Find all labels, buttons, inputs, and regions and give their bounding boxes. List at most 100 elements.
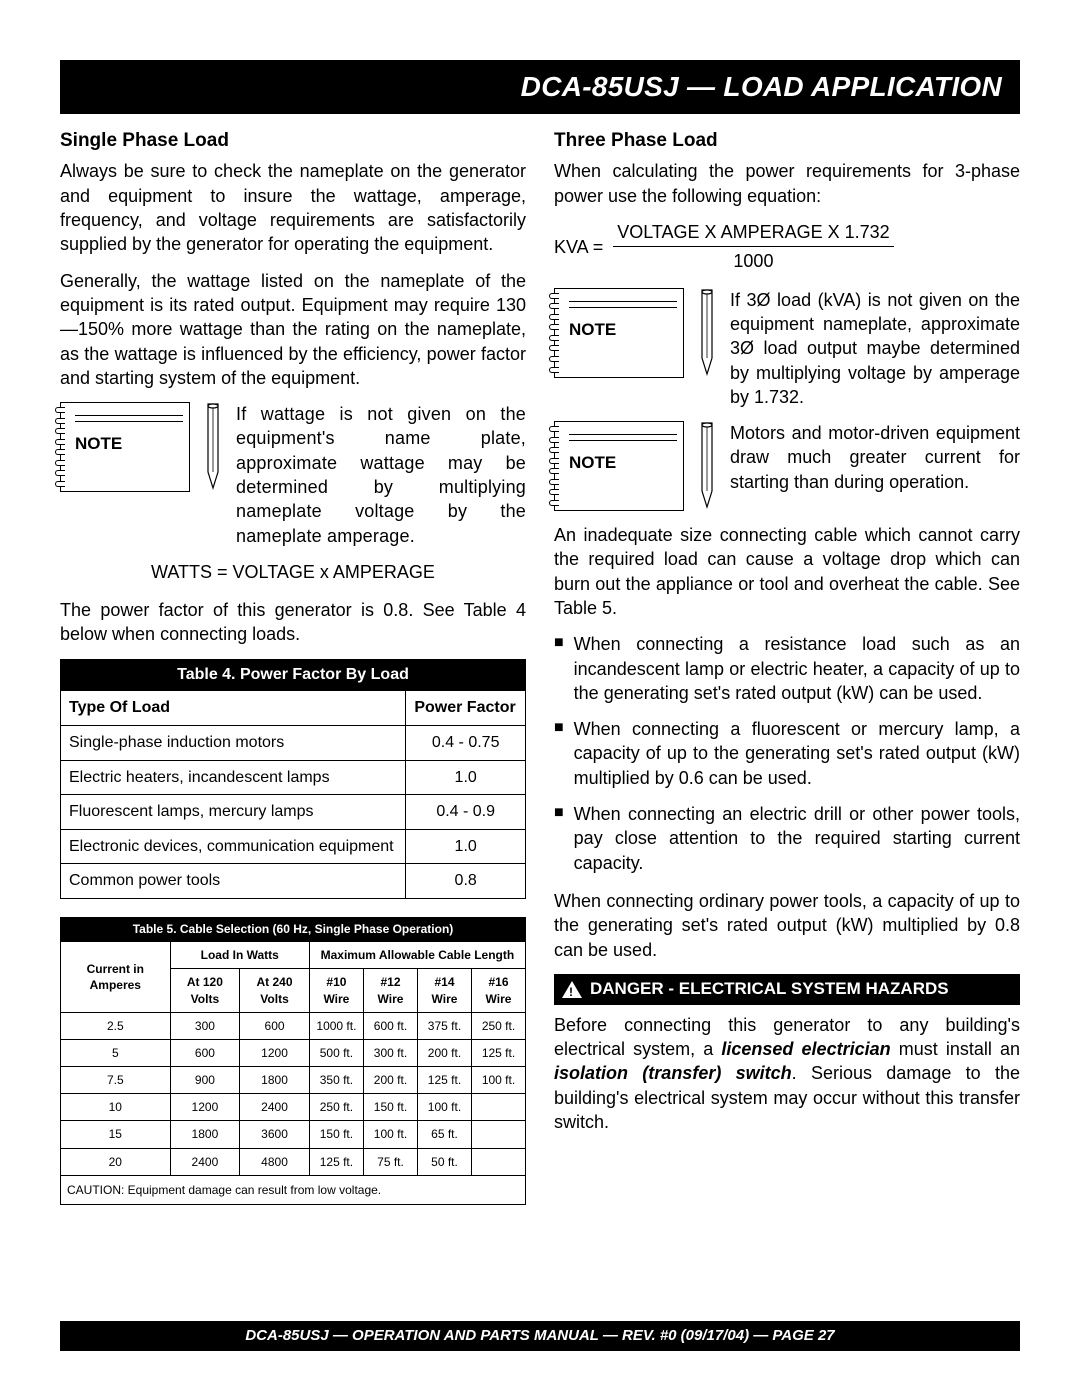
t5r4c3: 150 ft. [309,1121,363,1148]
kva-equation: KVA = VOLTAGE X AMPERAGE X 1.732 1000 [554,220,1020,274]
three-phase-heading: Three Phase Load [554,128,1020,154]
t4-r1c1: 1.0 [406,760,526,795]
t5-sh4: #14 Wire [417,969,471,1012]
bullet-0: When connecting a resistance load such a… [574,632,1020,705]
t5r5c2: 4800 [240,1148,310,1175]
t5r5c6 [471,1148,525,1175]
t5r4c5: 65 ft. [417,1121,471,1148]
t5r3c1: 1200 [170,1094,240,1121]
t5r2c4: 200 ft. [363,1067,417,1094]
table5-caption: Table 5. Cable Selection (60 Hz, Single … [60,917,526,941]
left-p2: Generally, the wattage listed on the nam… [60,269,526,390]
t5r5c4: 75 ft. [363,1148,417,1175]
left-note-block: NOTE If wattage is not given on the equi… [60,402,526,548]
t5r0c3: 1000 ft. [309,1012,363,1039]
right-note2-text: Motors and motor-driven equipment draw m… [730,421,1020,494]
t5r1c0: 5 [61,1039,171,1066]
note-label: NOTE [569,319,616,342]
t5r0c2: 600 [240,1012,310,1039]
t5r0c5: 375 ft. [417,1012,471,1039]
t5r5c5: 50 ft. [417,1148,471,1175]
notepad-icon: NOTE [554,288,684,378]
right-note1-block: NOTE If 3Ø load (kVA) is not given on th… [554,288,1020,409]
t5r4c4: 100 ft. [363,1121,417,1148]
kva-denominator: 1000 [613,247,893,273]
t5r2c1: 900 [170,1067,240,1094]
table4-h0: Type Of Load [61,691,406,726]
left-column: Single Phase Load Always be sure to chec… [60,128,526,1205]
t5r4c0: 15 [61,1121,171,1148]
note-label: NOTE [75,433,122,456]
pencil-icon [694,421,720,511]
t5r2c2: 1800 [240,1067,310,1094]
t5r2c3: 350 ft. [309,1067,363,1094]
t5-caution: CAUTION: Equipment damage can result fro… [61,1175,526,1204]
t4-r4c1: 0.8 [406,864,526,899]
warning-triangle-icon [562,981,582,998]
t5-sh5: #16 Wire [471,969,525,1012]
danger-title: DANGER - ELECTRICAL SYSTEM HAZARDS [590,978,949,1001]
t5r5c1: 2400 [170,1148,240,1175]
notepad-icon: NOTE [60,402,190,492]
t5r0c1: 300 [170,1012,240,1039]
notepad-icon: NOTE [554,421,684,511]
t5-sh2: #10 Wire [309,969,363,1012]
t5r1c5: 200 ft. [417,1039,471,1066]
t5-hB: Load In Watts [170,942,309,969]
bullet-list: When connecting a resistance load such a… [554,632,1020,875]
footer-bar: DCA-85USJ — OPERATION AND PARTS MANUAL —… [60,1321,1020,1351]
left-p1: Always be sure to check the nameplate on… [60,159,526,256]
t5r2c5: 125 ft. [417,1067,471,1094]
danger-heading-bar: DANGER - ELECTRICAL SYSTEM HAZARDS [554,974,1020,1005]
t5r3c2: 2400 [240,1094,310,1121]
t5r4c1: 1800 [170,1121,240,1148]
right-p3: When connecting ordinary power tools, a … [554,889,1020,962]
t5r1c4: 300 ft. [363,1039,417,1066]
t5r1c3: 500 ft. [309,1039,363,1066]
note-label: NOTE [569,452,616,475]
t5-sh1: At 240 Volts [240,969,310,1012]
t5r2c0: 7.5 [61,1067,171,1094]
t4-r2c1: 0.4 - 0.9 [406,795,526,830]
t5r5c3: 125 ft. [309,1148,363,1175]
bullet-2: When connecting an electric drill or oth… [574,802,1020,875]
table-cable-selection: Table 5. Cable Selection (60 Hz, Single … [60,917,526,1205]
t5-hA: Current in Amperes [61,942,171,1013]
danger-em2: isolation (transfer) switch [554,1063,792,1083]
page-title-bar: DCA-85USJ — LOAD APPLICATION [60,60,1020,114]
danger-paragraph: Before connecting this generator to any … [554,1013,1020,1134]
pencil-icon [200,402,226,492]
right-p2: An inadequate size connecting cable whic… [554,523,1020,620]
watts-formula: WATTS = VOLTAGE x AMPERAGE [60,560,526,584]
t5-sh0: At 120 Volts [170,969,240,1012]
table4-caption: Table 4. Power Factor By Load [60,659,526,691]
t5r0c0: 2.5 [61,1012,171,1039]
t5-sh3: #12 Wire [363,969,417,1012]
right-note1-text: If 3Ø load (kVA) is not given on the equ… [730,288,1020,409]
t4-r3c1: 1.0 [406,829,526,864]
t5r5c0: 20 [61,1148,171,1175]
t4-r2c0: Fluorescent lamps, mercury lamps [61,795,406,830]
right-column: Three Phase Load When calculating the po… [554,128,1020,1205]
table4-h1: Power Factor [406,691,526,726]
t5r1c1: 600 [170,1039,240,1066]
right-p1: When calculating the power requirements … [554,159,1020,208]
bullet-1: When connecting a fluorescent or mercury… [574,717,1020,790]
danger-t2: must install an [891,1039,1020,1059]
t5r3c3: 250 ft. [309,1094,363,1121]
single-phase-heading: Single Phase Load [60,128,526,154]
t5r1c6: 125 ft. [471,1039,525,1066]
left-p3: The power factor of this generator is 0.… [60,598,526,647]
kva-label: KVA = [554,235,603,259]
kva-numerator: VOLTAGE X AMPERAGE X 1.732 [613,220,893,247]
danger-em1: licensed electrician [721,1039,890,1059]
t5r2c6: 100 ft. [471,1067,525,1094]
t5-hC: Maximum Allowable Cable Length [309,942,525,969]
t5r1c2: 1200 [240,1039,310,1066]
t5r0c4: 600 ft. [363,1012,417,1039]
left-note-text: If wattage is not given on the equipment… [236,402,526,548]
t4-r4c0: Common power tools [61,864,406,899]
t4-r1c0: Electric heaters, incandescent lamps [61,760,406,795]
t5r3c6 [471,1094,525,1121]
t4-r0c1: 0.4 - 0.75 [406,725,526,760]
